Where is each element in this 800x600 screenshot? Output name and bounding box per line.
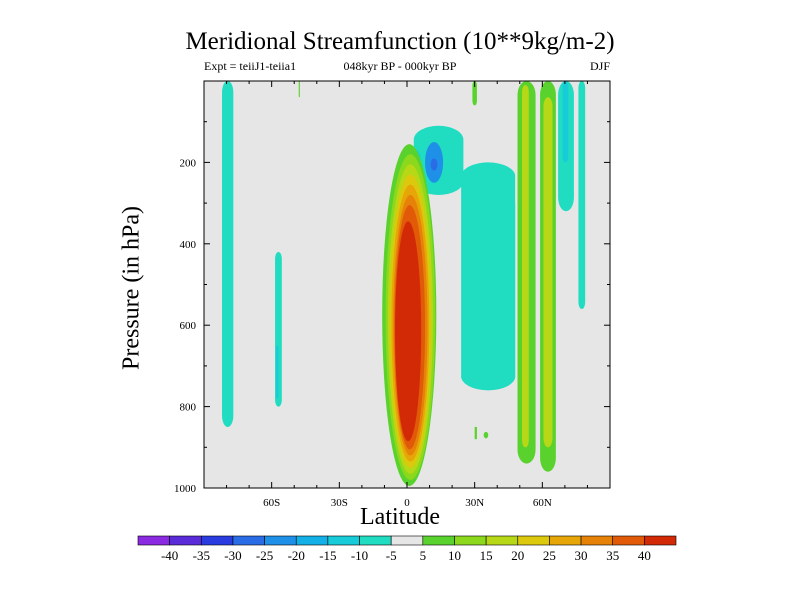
- x-tick-label: 30N: [465, 497, 484, 509]
- x-tick-label: 60N: [533, 497, 552, 509]
- colorbar-label: 30: [575, 548, 588, 563]
- colorbar-box: [485, 535, 519, 546]
- colorbar-label: 40: [638, 548, 651, 563]
- y-tick-label: 1000: [174, 483, 197, 495]
- contour-region-sh-high-lat: [222, 81, 234, 427]
- contour-region-nh-polar-neg: [578, 81, 586, 309]
- colorbar-box: [644, 535, 677, 546]
- colorbar-box: [580, 535, 614, 546]
- colorbar-label: -10: [351, 548, 368, 563]
- contour-region-nh-pos-band-b-core: [543, 97, 553, 448]
- colorbar-label: -5: [386, 548, 397, 563]
- y-tick-label: 800: [180, 402, 197, 414]
- colorbar-label: 15: [480, 548, 493, 563]
- contour-region-nh-top-pos: [472, 81, 477, 106]
- x-tick-label: 0: [404, 497, 410, 509]
- colorbar-box: [359, 535, 392, 546]
- contour-region-sh-mid-lat-core: [276, 345, 279, 399]
- period-label: 048kyr BP - 000kyr BP: [343, 59, 457, 73]
- colorbar-box: [454, 535, 487, 546]
- colorbar-label: 10: [448, 548, 461, 563]
- colorbar-label: -30: [224, 548, 241, 563]
- contour-region-nh-pos-band-a-core: [522, 85, 529, 448]
- colorbar-label: 20: [511, 548, 524, 563]
- contour-region-upper-neg-core-c: [430, 158, 438, 171]
- contour-region-main-cell-level-8: [395, 221, 422, 442]
- chart-title: Meridional Streamfunction (10**9kg/m-2): [185, 28, 615, 55]
- contour-region-sh-top-pos: [298, 81, 300, 98]
- contour-region-nh-speck-a: [474, 426, 477, 440]
- colorbar-label: -40: [161, 548, 178, 563]
- colorbar-box: [327, 535, 360, 546]
- colorbar-box: [232, 535, 265, 546]
- x-tick-label: 60S: [263, 497, 280, 509]
- colorbar-box: [295, 535, 329, 546]
- colorbar-label: 35: [606, 548, 619, 563]
- colorbar-box: [422, 535, 455, 546]
- colorbar-box: [264, 535, 297, 546]
- colorbar-label: -15: [319, 548, 336, 563]
- colorbar-label: 5: [420, 548, 427, 563]
- colorbar-label: -20: [288, 548, 305, 563]
- y-tick-label: 600: [180, 320, 197, 332]
- y-tick-label: 400: [180, 239, 197, 251]
- x-axis-label: Latitude: [360, 504, 440, 530]
- colorbar-box: [390, 535, 424, 546]
- contour-region-nh-speck-b: [483, 431, 489, 439]
- colorbar-box: [169, 535, 202, 546]
- colorbar-box: [549, 535, 582, 546]
- colorbar-box: [517, 535, 550, 546]
- colorbar-label: -25: [256, 548, 273, 563]
- season-label: DJF: [589, 59, 610, 73]
- colorbar-box: [612, 535, 645, 546]
- x-tick-label: 30S: [331, 497, 348, 509]
- experiment-label: Expt = teiiJ1-teiia1: [204, 59, 297, 73]
- contour-region-nh-subtropic-neg: [461, 162, 516, 391]
- y-tick-label: 200: [180, 157, 197, 169]
- colorbar-box: [137, 535, 170, 546]
- colorbar-box: [200, 535, 234, 546]
- colorbar-label: 25: [543, 548, 556, 563]
- contour-region-nh-high-lat-neg-core: [562, 81, 569, 163]
- colorbar-label: -35: [193, 548, 210, 563]
